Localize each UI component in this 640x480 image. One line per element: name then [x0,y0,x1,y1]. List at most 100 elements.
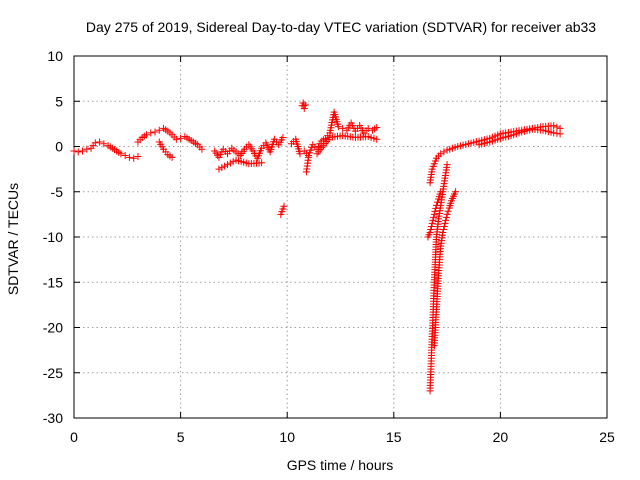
data-point [229,158,237,166]
x-tick-label: 25 [599,429,615,445]
data-point [443,210,451,218]
x-tick-label: 20 [493,429,509,445]
y-axis-label: SDTVAR / TECUs [5,183,21,295]
data-point [215,165,223,173]
data-point [147,129,155,137]
data-point [373,135,381,143]
x-tick-label: 15 [386,429,402,445]
x-axis-label: GPS time / hours [287,457,394,473]
data-point [279,133,287,141]
series-segment [134,124,206,153]
data-point [91,139,99,147]
data-point [432,201,440,209]
data-point [452,188,460,196]
data-point [224,161,232,169]
y-tick-label: 0 [55,139,63,155]
data-point [441,219,449,227]
series-segment [475,125,564,149]
x-tick-label: 5 [177,429,185,445]
data-point [334,123,342,131]
data-point [367,133,375,141]
data-point [280,202,288,210]
y-tick-label: 10 [47,48,63,64]
data-point [168,153,176,161]
data-point [426,228,434,236]
data-point [437,150,445,158]
data-point [134,152,142,160]
data-point [125,153,133,161]
y-tick-label: -15 [43,274,63,290]
data-point [100,140,108,148]
series-segment [277,202,288,218]
data-point [83,145,91,153]
data-point [439,228,447,236]
data-point [155,126,163,134]
axis-ticks: 0 5 10 15 20 25 10 5 0 -5 -10 -15 -20 -25 -30 [43,48,615,445]
data-point [440,222,448,230]
series-segment [424,188,445,241]
data-point [221,162,229,170]
y-tick-label: -20 [43,320,63,336]
data-point [550,122,558,130]
data-point [442,216,450,224]
data-point [121,152,129,160]
data-point [226,159,234,167]
y-tick-label: -5 [51,184,64,200]
data-point [151,128,159,136]
data-points [70,99,564,395]
y-tick-label: -25 [43,365,63,381]
data-point [440,225,448,233]
data-point [434,198,442,206]
y-tick-label: 5 [55,93,63,109]
series-segment [211,133,287,162]
series-segment [302,153,313,176]
data-point [427,225,435,233]
data-point [339,124,347,132]
data-point [553,123,561,131]
data-point [442,213,450,221]
data-point [142,131,150,139]
series-segment [313,132,381,158]
data-point [70,147,78,155]
data-point [373,123,381,131]
data-point [300,104,308,112]
series-segment [70,138,142,162]
y-tick-label: -30 [43,410,63,426]
x-tick-label: 0 [70,429,78,445]
data-point [430,213,438,221]
series-segment [215,156,266,173]
data-point [428,219,436,227]
data-point [364,133,372,141]
data-point [117,150,125,158]
data-point [427,222,435,230]
data-point [130,154,138,162]
series-segment [298,99,309,112]
data-point [258,159,266,167]
series-segment [430,188,460,350]
data-point [79,147,87,155]
data-point [437,188,445,196]
data-point [172,135,180,143]
data-point [556,130,564,138]
data-point [431,207,439,215]
series-segment [155,138,176,161]
data-point [370,134,378,142]
data-point [443,161,451,169]
data-point [440,148,448,156]
series-segment [300,108,381,160]
data-point [364,124,372,132]
data-point [218,164,226,172]
data-point [177,134,185,142]
data-point [301,101,309,109]
data-point [429,216,437,224]
x-tick-label: 10 [279,429,295,445]
chart-title: Day 275 of 2019, Sidereal Day-to-day VTE… [86,19,596,35]
data-point [296,150,304,158]
data-point [444,207,452,215]
data-point [74,148,82,156]
data-point [432,204,440,212]
data-point [430,210,438,218]
y-tick-label: -10 [43,229,63,245]
data-point [96,138,104,146]
